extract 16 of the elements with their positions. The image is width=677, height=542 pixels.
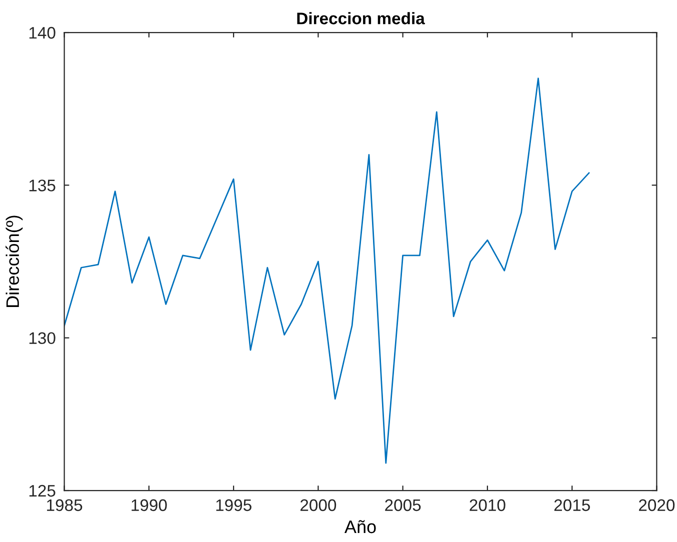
line-series xyxy=(64,78,590,464)
y-tick-label: 135 xyxy=(29,180,56,192)
x-tick-label: 2015 xyxy=(554,499,590,512)
x-tick-label: 2000 xyxy=(300,499,336,512)
y-tick-label: 130 xyxy=(29,332,56,344)
x-tick-label: 1995 xyxy=(216,499,252,512)
x-tick-label: 2005 xyxy=(385,499,421,512)
y-tick-label: 140 xyxy=(29,26,56,39)
x-tick-label: 1990 xyxy=(132,499,167,512)
y-tick-label: 125 xyxy=(29,484,56,497)
x-tick-label: 1985 xyxy=(47,499,82,512)
chart-title: Direccion media xyxy=(297,12,425,24)
x-tick-label: 2010 xyxy=(470,499,506,512)
x-axis-title: Año xyxy=(344,520,376,534)
y-axis-title: Dirección(º) xyxy=(6,216,23,307)
x-tick-label: 2020 xyxy=(638,499,675,512)
